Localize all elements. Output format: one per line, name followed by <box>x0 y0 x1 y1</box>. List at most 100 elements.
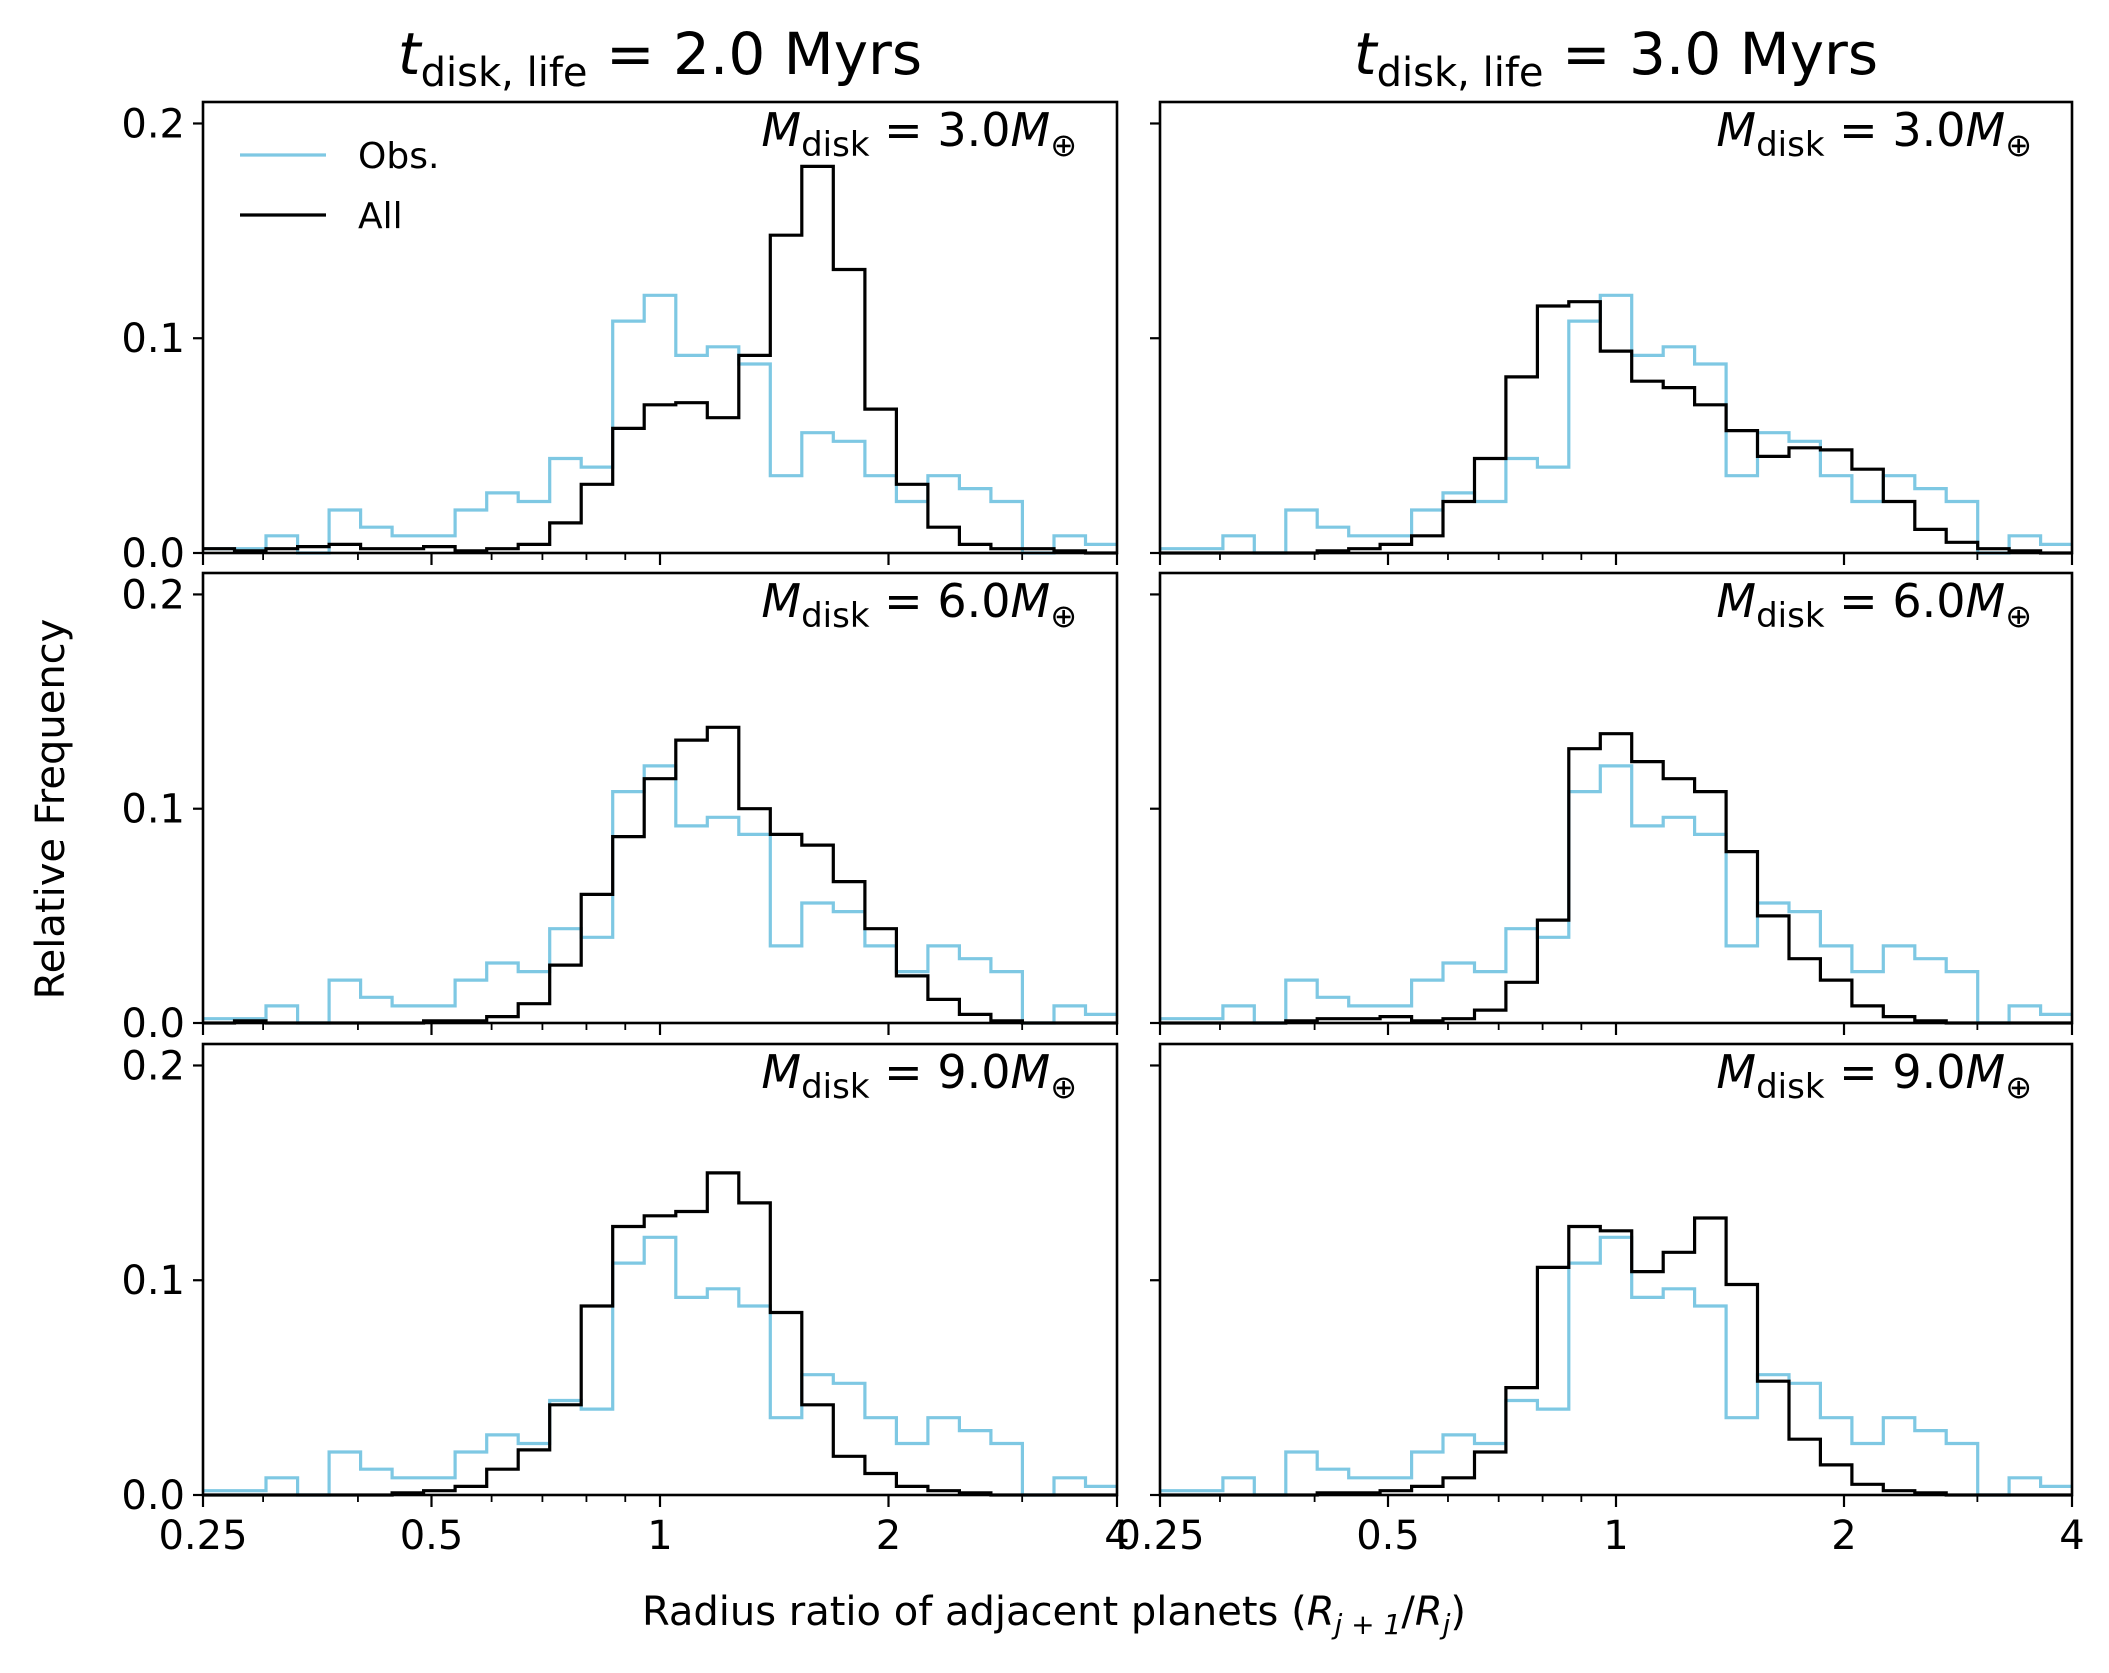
panel-annotation: Mdisk = 3.0M⊕ <box>1716 103 2032 165</box>
xlabel-slash: / <box>1401 1589 1415 1635</box>
obs-histogram <box>1160 764 2072 1025</box>
panel-frame <box>201 1042 1119 1497</box>
column-titles: tdisk, life = 2.0 Myrs tdisk, life = 3.0 … <box>398 20 1878 96</box>
panel-1-0: 0.00.10.2 Mdisk = 6.0M⊕ <box>121 571 1119 1047</box>
xlabel-sub1: j + 1 <box>1331 1608 1402 1641</box>
annotation-unit: M <box>1965 1045 2005 1099</box>
panel-annotation: Mdisk = 3.0M⊕ <box>761 103 1077 165</box>
xlabel-suffix: ) <box>1450 1589 1466 1635</box>
panel-frame <box>1158 100 2074 555</box>
annotation-unit: M <box>1965 574 2005 628</box>
annotation-unit-subscript: ⊕ <box>2005 597 2032 635</box>
x-tick-label: 4 <box>1104 1513 1129 1559</box>
annotation-subscript: disk <box>1756 125 1825 165</box>
panel-annotation: Mdisk = 6.0M⊕ <box>761 574 1077 636</box>
annotation-symbol: M <box>761 1045 801 1099</box>
y-tick-label: 0.1 <box>121 787 185 833</box>
annotation-unit: M <box>1010 103 1050 157</box>
xlabel-prefix: Radius ratio of adjacent planets ( <box>642 1589 1307 1635</box>
title-subscript: disk, life <box>421 50 588 96</box>
annotation-unit-subscript: ⊕ <box>2005 1068 2032 1106</box>
obs-histogram <box>203 293 1117 555</box>
panel-0-1: Mdisk = 3.0M⊕ <box>1150 100 2074 565</box>
column-title-0: tdisk, life = 2.0 Myrs <box>398 20 922 96</box>
annotation-unit: M <box>1010 1045 1050 1099</box>
x-tick-label: 2 <box>876 1513 901 1559</box>
title-symbol: t <box>398 20 423 88</box>
panel-0-0: 0.00.10.2 Mdisk = 3.0M⊕Obs.All <box>121 100 1119 577</box>
obs-histogram <box>1160 293 2072 555</box>
annotation-subscript: disk <box>801 1067 870 1107</box>
y-axis-label: Relative Frequency <box>28 619 74 1000</box>
annotation-value: = 9.0 <box>870 1045 1011 1099</box>
x-tick-label: 1 <box>1603 1513 1628 1559</box>
xlabel-r1: R <box>1307 1589 1335 1635</box>
x-axis-label: Radius ratio of adjacent planets (Rj + 1… <box>642 1589 1466 1641</box>
panel-frame <box>201 571 1119 1025</box>
panel-annotation: Mdisk = 9.0M⊕ <box>1716 1045 2032 1107</box>
annotation-value: = 6.0 <box>870 574 1011 628</box>
panel-frame <box>201 100 1119 555</box>
legend-label-0: Obs. <box>358 136 439 177</box>
annotation-subscript: disk <box>801 596 870 636</box>
annotation-unit: M <box>1010 574 1050 628</box>
annotation-value: = 6.0 <box>1825 574 1966 628</box>
all-histogram <box>1160 300 2072 555</box>
annotation-symbol: M <box>1716 1045 1756 1099</box>
x-tick-label: 0.25 <box>1115 1513 1204 1559</box>
column-title-1: tdisk, life = 3.0 Myrs <box>1354 20 1878 96</box>
annotation-unit: M <box>1965 103 2005 157</box>
panel-1-1: Mdisk = 6.0M⊕ <box>1150 571 2074 1035</box>
title-subscript: disk, life <box>1377 50 1544 96</box>
annotation-symbol: M <box>1716 574 1756 628</box>
annotation-unit-subscript: ⊕ <box>1050 1068 1077 1106</box>
all-histogram <box>1160 732 2072 1025</box>
y-tick-label: 0.2 <box>121 1043 185 1089</box>
obs-histogram <box>1160 1235 2072 1497</box>
x-tick-label: 2 <box>1831 1513 1856 1559</box>
legend: Obs. All <box>240 136 439 237</box>
y-tick-label: 0.1 <box>121 316 185 362</box>
y-tick-label: 0.0 <box>121 1001 185 1047</box>
x-tick-label: 1 <box>647 1513 672 1559</box>
x-tick-label: 4 <box>2059 1513 2084 1559</box>
all-histogram <box>1160 1216 2072 1497</box>
y-tick-label: 0.2 <box>121 572 185 618</box>
title-value: = 2.0 Myrs <box>588 20 923 88</box>
y-tick-label: 0.0 <box>121 531 185 577</box>
all-histogram <box>203 164 1117 555</box>
annotation-value: = 3.0 <box>870 103 1011 157</box>
x-tick-label: 0.25 <box>158 1513 247 1559</box>
annotation-symbol: M <box>761 574 801 628</box>
panel-frame <box>1158 571 2074 1025</box>
annotation-subscript: disk <box>1756 596 1825 636</box>
all-histogram <box>203 1171 1117 1497</box>
annotation-unit-subscript: ⊕ <box>2005 126 2032 164</box>
annotation-symbol: M <box>1716 103 1756 157</box>
x-tick-label: 0.5 <box>400 1513 464 1559</box>
obs-histogram <box>203 1235 1117 1497</box>
y-tick-label: 0.2 <box>121 101 185 147</box>
panel-frame <box>1158 1042 2074 1497</box>
panel-annotation: Mdisk = 6.0M⊕ <box>1716 574 2032 636</box>
annotation-subscript: disk <box>801 125 870 165</box>
annotation-subscript: disk <box>1756 1067 1825 1107</box>
annotation-unit-subscript: ⊕ <box>1050 597 1077 635</box>
y-tick-label: 0.0 <box>121 1473 185 1519</box>
obs-histogram <box>203 764 1117 1025</box>
panel-annotation: Mdisk = 9.0M⊕ <box>761 1045 1077 1107</box>
x-tick-label: 0.5 <box>1356 1513 1420 1559</box>
annotation-symbol: M <box>761 103 801 157</box>
title-value: = 3.0 Myrs <box>1544 20 1879 88</box>
title-symbol: t <box>1354 20 1379 88</box>
annotation-unit-subscript: ⊕ <box>1050 126 1077 164</box>
annotation-value: = 9.0 <box>1825 1045 1966 1099</box>
y-tick-label: 0.1 <box>121 1258 185 1304</box>
annotation-value: = 3.0 <box>1825 103 1966 157</box>
xlabel-r2: R <box>1415 1589 1443 1635</box>
legend-label-1: All <box>358 196 403 237</box>
